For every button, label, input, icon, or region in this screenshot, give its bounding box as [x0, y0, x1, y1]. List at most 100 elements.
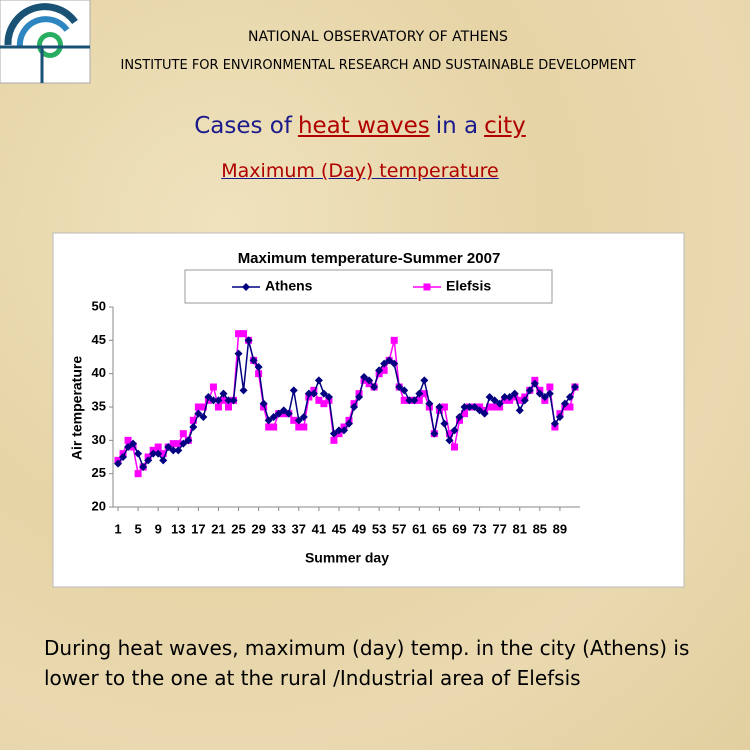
marker — [124, 436, 132, 444]
marker — [229, 396, 238, 405]
marker — [319, 389, 328, 398]
y-axis-label: Air temperature — [69, 356, 85, 460]
marker — [460, 403, 469, 411]
marker — [570, 383, 579, 391]
marker — [249, 356, 258, 365]
marker — [154, 443, 162, 451]
marker — [440, 403, 448, 411]
marker — [520, 396, 529, 405]
marker — [219, 389, 228, 398]
x-tick-label: 61 — [412, 521, 426, 536]
marker — [300, 423, 308, 431]
x-tick-label: 57 — [392, 521, 406, 536]
marker — [385, 356, 394, 365]
marker — [269, 413, 278, 421]
marker — [309, 389, 318, 398]
x-tick-label: 29 — [251, 521, 265, 536]
marker — [510, 389, 519, 398]
marker — [174, 446, 183, 455]
marker — [440, 419, 449, 428]
x-tick-label: 65 — [432, 521, 446, 536]
marker — [370, 383, 379, 391]
marker — [224, 403, 232, 411]
marker — [330, 436, 338, 444]
x-tick-label: 53 — [372, 521, 386, 536]
marker — [515, 406, 524, 415]
marker — [491, 403, 499, 411]
x-tick-label: 37 — [292, 521, 306, 536]
x-tick-label: 21 — [211, 521, 225, 536]
marker — [465, 403, 474, 411]
marker — [490, 396, 499, 405]
marker — [295, 423, 303, 431]
marker — [219, 396, 227, 404]
marker — [405, 396, 414, 405]
marker — [214, 403, 222, 411]
marker — [299, 413, 308, 421]
x-tick-label: 33 — [271, 521, 285, 536]
marker — [475, 406, 484, 415]
y-tick-label: 30 — [92, 432, 106, 447]
x-tick-label: 5 — [134, 521, 141, 536]
marker — [345, 419, 354, 428]
legend-label: Athens — [265, 278, 313, 294]
legend-label: Elefsis — [446, 278, 491, 294]
marker — [199, 413, 208, 421]
marker — [244, 336, 253, 345]
y-tick-label: 20 — [92, 498, 106, 513]
marker — [400, 396, 408, 404]
marker — [365, 376, 374, 385]
x-tick-label: 1 — [114, 521, 121, 536]
caption: During heat waves, maximum (day) temp. i… — [44, 636, 690, 690]
marker — [545, 389, 554, 398]
marker — [320, 400, 328, 408]
marker — [565, 393, 574, 401]
marker — [329, 429, 338, 438]
marker — [184, 436, 193, 445]
marker — [279, 406, 288, 415]
marker — [420, 390, 428, 398]
marker — [525, 386, 534, 395]
marker — [240, 330, 248, 338]
marker — [154, 449, 163, 458]
title-part: Cases of — [194, 113, 292, 139]
marker — [149, 449, 158, 458]
marker — [495, 399, 504, 408]
marker — [450, 426, 459, 435]
marker — [410, 396, 419, 405]
marker — [420, 376, 429, 385]
marker — [274, 409, 283, 418]
marker — [255, 370, 263, 378]
marker — [560, 399, 569, 408]
marker — [375, 366, 384, 375]
marker — [485, 393, 494, 401]
marker — [164, 443, 173, 451]
marker — [486, 403, 494, 411]
marker — [546, 383, 554, 391]
x-tick-label: 17 — [191, 521, 205, 536]
marker — [194, 409, 203, 418]
marker — [159, 456, 168, 465]
x-tick-label: 41 — [312, 521, 326, 536]
marker — [550, 419, 559, 428]
x-tick-label: 9 — [155, 521, 162, 536]
marker — [480, 409, 489, 418]
marker — [415, 389, 424, 398]
marker — [360, 373, 369, 381]
marker — [119, 453, 128, 461]
y-tick-label: 35 — [92, 398, 106, 413]
marker — [159, 450, 167, 458]
marker — [214, 396, 223, 405]
marker — [199, 403, 207, 411]
marker — [395, 383, 404, 391]
logo — [0, 0, 91, 84]
institute: INSTITUTE FOR ENVIRONMENTAL RESEARCH AND… — [120, 58, 636, 73]
marker — [235, 330, 243, 338]
x-tick-label: 45 — [332, 521, 346, 536]
marker — [259, 399, 268, 408]
marker — [470, 403, 479, 411]
title-highlight: city — [484, 113, 526, 139]
y-tick-label: 45 — [92, 332, 106, 347]
marker — [535, 389, 544, 398]
chart-title: Maximum temperature-Summer 2007 — [238, 250, 501, 267]
